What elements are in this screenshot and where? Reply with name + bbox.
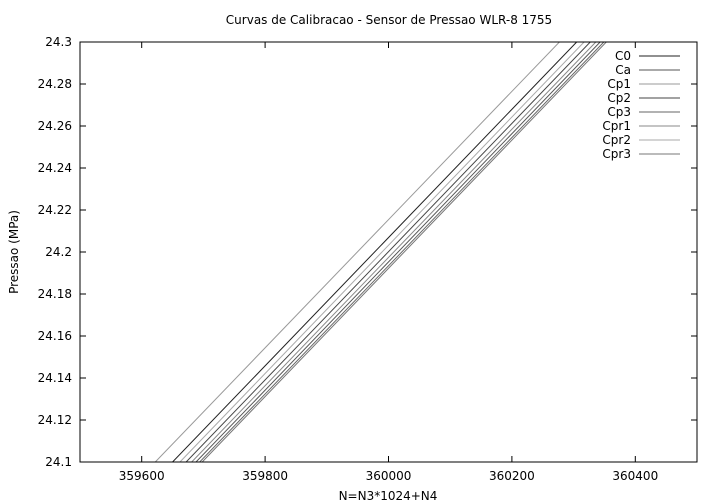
x-tick-label: 360000 bbox=[366, 469, 412, 483]
x-tick-label: 359800 bbox=[242, 469, 288, 483]
legend-label-cpr1: Cpr1 bbox=[602, 119, 631, 133]
y-tick-label: 24.16 bbox=[38, 329, 72, 343]
y-axis-label: Pressao (MPa) bbox=[7, 210, 21, 294]
legend-label-ca: Ca bbox=[615, 63, 631, 77]
y-tick-label: 24.2 bbox=[45, 245, 72, 259]
series-line-cpr1 bbox=[191, 42, 597, 462]
legend-label-cp2: Cp2 bbox=[607, 91, 631, 105]
y-tick-label: 24.26 bbox=[38, 119, 72, 133]
y-tick-label: 24.18 bbox=[38, 287, 72, 301]
series-line-cpr3 bbox=[201, 42, 607, 462]
x-tick-label: 360200 bbox=[489, 469, 535, 483]
series-line-c0 bbox=[172, 42, 578, 462]
legend-label-cp3: Cp3 bbox=[607, 105, 631, 119]
x-tick-label: 359600 bbox=[119, 469, 165, 483]
legend-label-cp1: Cp1 bbox=[607, 77, 631, 91]
series-line-cp2 bbox=[185, 42, 591, 462]
y-tick-label: 24.28 bbox=[38, 77, 72, 91]
y-tick-label: 24.22 bbox=[38, 203, 72, 217]
series-line-cpr2 bbox=[179, 42, 585, 462]
y-tick-label: 24.14 bbox=[38, 371, 72, 385]
series-line-ca bbox=[195, 42, 601, 462]
chart-title: Curvas de Calibracao - Sensor de Pressao… bbox=[226, 13, 552, 27]
series-layer bbox=[154, 42, 607, 462]
legend-label-cpr3: Cpr3 bbox=[602, 147, 631, 161]
axes-layer: 359600 359800 360000 360200 360400 24.1 24.12 2… bbox=[38, 35, 698, 483]
x-axis-label: N=N3*1024+N4 bbox=[339, 489, 438, 503]
y-tick-label: 24.12 bbox=[38, 413, 72, 427]
x-tick-label: 360400 bbox=[612, 469, 658, 483]
legend-label-cpr2: Cpr2 bbox=[602, 133, 631, 147]
y-tick-label: 24.3 bbox=[45, 35, 72, 49]
series-line-cp1 bbox=[154, 42, 560, 462]
y-tick-label: 24.24 bbox=[38, 161, 72, 175]
y-tick-label: 24.1 bbox=[45, 455, 72, 469]
legend-label-c0: C0 bbox=[615, 49, 631, 63]
series-line-cp3 bbox=[199, 42, 605, 462]
